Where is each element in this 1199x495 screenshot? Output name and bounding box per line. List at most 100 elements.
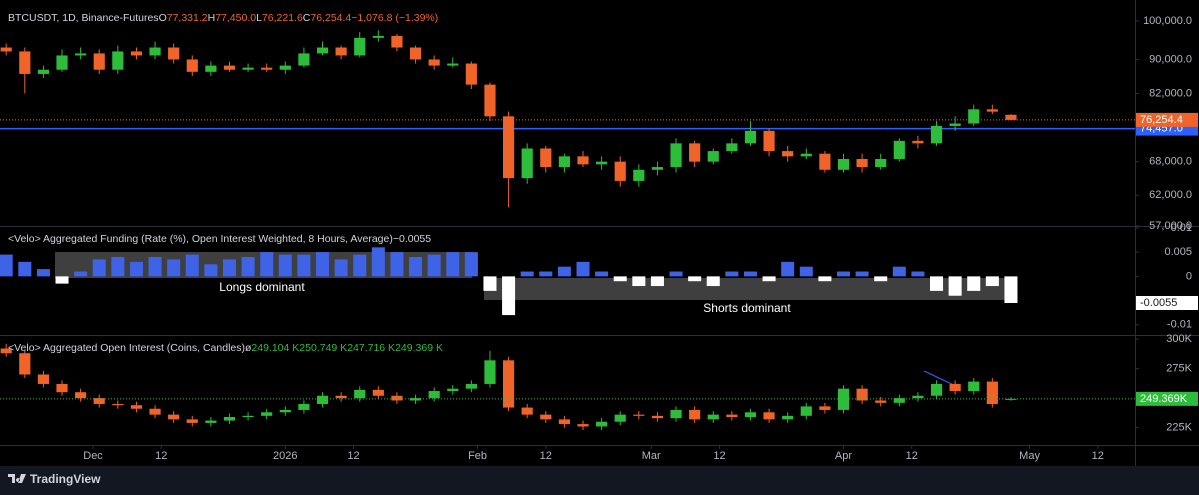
candle-body xyxy=(279,409,291,413)
bar xyxy=(762,276,776,282)
x-tick-label: Feb xyxy=(468,450,487,462)
annotation: Longs dominant xyxy=(219,280,305,294)
bar xyxy=(613,276,627,282)
candle-body xyxy=(670,409,682,419)
x-tick-label: 12 xyxy=(540,450,552,462)
y-tick-label: 90,000.0 xyxy=(1149,53,1192,65)
candle-body xyxy=(168,414,180,420)
bar xyxy=(464,252,478,277)
candle-body xyxy=(316,47,329,54)
bar xyxy=(911,271,925,277)
candle-body xyxy=(893,140,905,159)
bar xyxy=(669,271,683,277)
candle-body xyxy=(502,116,515,179)
bar xyxy=(55,276,69,284)
candle-body xyxy=(633,414,645,416)
candle-body xyxy=(186,419,198,423)
legend-value: 249.369 K xyxy=(395,342,443,354)
bar xyxy=(483,276,497,291)
candle-body xyxy=(484,84,496,117)
legend-key: H xyxy=(208,12,216,24)
bar xyxy=(278,254,292,277)
candle-body xyxy=(949,123,961,126)
candle-body xyxy=(130,51,143,56)
candle-body xyxy=(1005,398,1017,400)
candle-body xyxy=(577,156,589,165)
bar xyxy=(297,254,311,277)
candle-body xyxy=(837,158,850,170)
y-tick-label: 0.005 xyxy=(1164,246,1192,258)
candle-body xyxy=(986,109,998,112)
candle-body xyxy=(577,424,589,427)
annotation: Shorts dominant xyxy=(703,301,791,315)
candle-body xyxy=(261,412,273,416)
candle-body xyxy=(670,143,682,168)
y-tick-label: 57,000.0 xyxy=(1149,220,1192,232)
bar xyxy=(1004,276,1018,303)
candle-body xyxy=(763,412,775,420)
candle-body xyxy=(205,65,217,72)
candle-body xyxy=(223,417,236,421)
candle-body xyxy=(316,395,329,405)
candle-body xyxy=(298,53,310,66)
candle-body xyxy=(744,130,757,144)
candle-body xyxy=(986,381,998,405)
bar xyxy=(502,276,516,316)
candle-body xyxy=(298,404,310,410)
bar xyxy=(539,271,553,277)
candle-body xyxy=(242,67,254,70)
candle-body xyxy=(930,383,943,396)
bar xyxy=(446,252,460,277)
candle-body xyxy=(596,421,608,427)
legend-value: 77,331.2 xyxy=(167,12,208,24)
candle-body xyxy=(130,405,143,409)
x-tick-label: 12 xyxy=(906,450,918,462)
candle-body xyxy=(465,383,477,389)
candle-body xyxy=(856,158,868,168)
candle-body xyxy=(75,53,87,56)
candle-body xyxy=(726,143,738,152)
bar xyxy=(316,252,330,277)
candle-body xyxy=(242,415,254,418)
legend: <Velo> Aggregated Funding (Rate (%), Ope… xyxy=(8,233,431,245)
candle-body xyxy=(875,400,887,403)
candle-body xyxy=(279,65,291,70)
bar xyxy=(948,276,962,296)
candle-body xyxy=(558,419,570,425)
bar xyxy=(874,276,888,282)
bar xyxy=(650,276,664,287)
bar xyxy=(706,276,720,287)
candle-body xyxy=(968,109,980,124)
bar xyxy=(427,254,441,277)
x-tick-label: May xyxy=(1019,450,1040,462)
candle-body xyxy=(744,412,757,418)
last-value-badge xyxy=(1136,295,1198,310)
legend-key: L xyxy=(256,12,262,24)
candle-body xyxy=(0,47,12,52)
candle-body xyxy=(19,51,31,74)
candle-body xyxy=(614,414,626,422)
candle-body xyxy=(372,35,384,38)
bar xyxy=(353,254,367,277)
bar xyxy=(241,257,255,277)
candle-body xyxy=(37,374,49,384)
brand-name: TradingView xyxy=(30,472,101,486)
candle-body xyxy=(186,59,198,72)
y-tick-label: 0.01 xyxy=(1171,222,1192,234)
legend-title: <Velo> Aggregated Funding (Rate (%), Ope… xyxy=(8,233,393,245)
trend-line xyxy=(923,370,957,387)
candle-body xyxy=(540,148,552,168)
bar xyxy=(148,257,162,277)
x-tick-label: 12 xyxy=(713,450,725,462)
last-value-label: -0.0055 xyxy=(1140,297,1177,309)
bar xyxy=(557,266,571,277)
candle-body xyxy=(447,63,459,66)
legend-value: 76,221.6 xyxy=(262,12,303,24)
bar xyxy=(725,271,739,277)
bar xyxy=(111,257,125,277)
candle-body xyxy=(651,167,664,170)
candle-body xyxy=(447,388,459,392)
candle-body xyxy=(875,158,887,168)
bar xyxy=(36,269,50,277)
